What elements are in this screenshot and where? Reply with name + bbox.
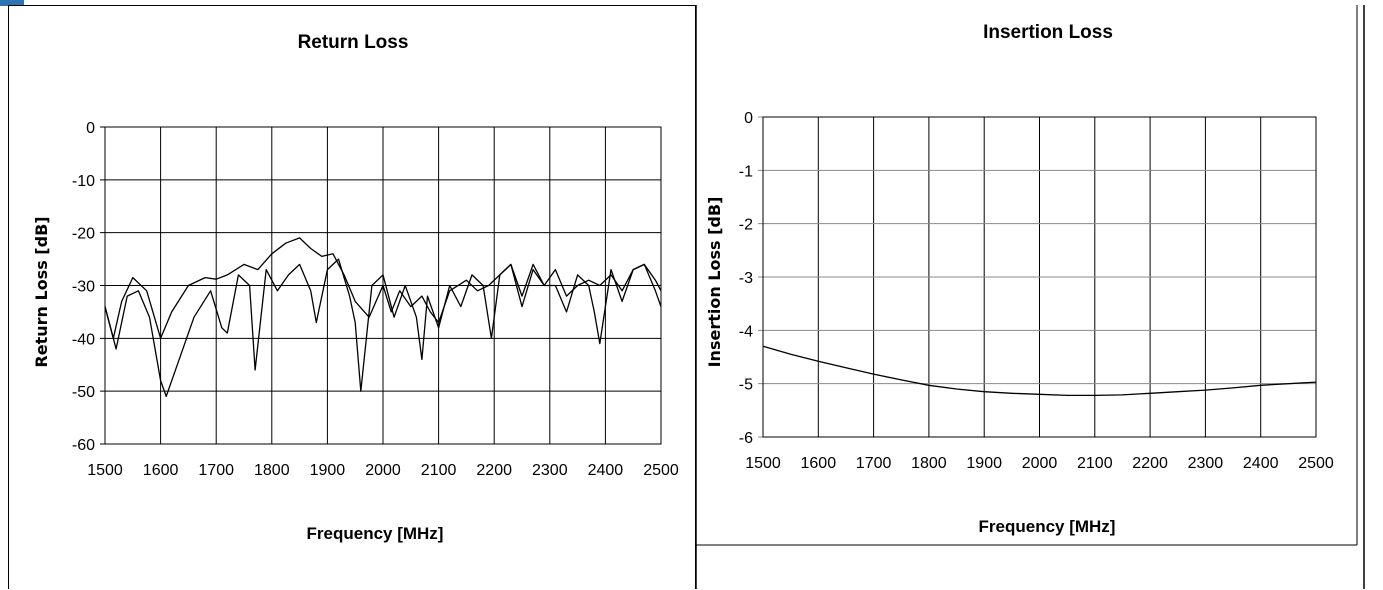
y-tick-label: -40 bbox=[72, 331, 95, 348]
y-tick-label: -20 bbox=[72, 226, 95, 243]
insertion-loss-chart: Insertion Loss Frequency [MHz] Insertion… bbox=[695, 5, 1379, 589]
x-tick-label: 2400 bbox=[1243, 455, 1279, 472]
x-tick-label: 1800 bbox=[911, 455, 947, 472]
series-line-1 bbox=[104, 237, 662, 339]
x-tick-label: 2100 bbox=[1077, 455, 1113, 472]
x-tick-label: 1900 bbox=[966, 455, 1002, 472]
chart-title: Return Loss bbox=[298, 32, 409, 53]
y-tick-label: -3 bbox=[739, 270, 753, 287]
x-tick-label: 1900 bbox=[310, 462, 346, 479]
x-tick-label: 2100 bbox=[421, 462, 457, 479]
y-axis-label: Return Loss [dB] bbox=[32, 216, 51, 367]
series-line-2 bbox=[104, 258, 662, 398]
plot-area bbox=[104, 126, 662, 445]
plot-area bbox=[762, 116, 1317, 438]
x-tick-label: 1600 bbox=[143, 462, 179, 479]
return-loss-plot: Return Loss Frequency [MHz] Return Loss … bbox=[32, 32, 679, 543]
insertion-loss-plot: Insertion Loss Frequency [MHz] Insertion… bbox=[695, 5, 1365, 589]
x-tick-label: 1500 bbox=[745, 455, 781, 472]
x-tick-label: 2400 bbox=[588, 462, 624, 479]
y-tick-label: -5 bbox=[739, 377, 753, 394]
y-tick-label: -1 bbox=[739, 163, 753, 180]
y-tick-label: -4 bbox=[739, 323, 753, 340]
heading-fragment bbox=[0, 0, 24, 6]
x-tick-label: 1600 bbox=[801, 455, 837, 472]
chart-title: Insertion Loss bbox=[983, 22, 1113, 43]
y-tick-label: -50 bbox=[72, 384, 95, 401]
x-tick-label: 2300 bbox=[1188, 455, 1224, 472]
y-tick-label: -2 bbox=[739, 217, 753, 234]
x-tick-label: 2300 bbox=[532, 462, 568, 479]
x-tick-label: 1800 bbox=[254, 462, 290, 479]
x-tick-label: 2200 bbox=[1132, 455, 1168, 472]
series-line-1 bbox=[762, 345, 1317, 397]
y-tick-label: -30 bbox=[72, 279, 95, 296]
x-tick-label: 1700 bbox=[856, 455, 892, 472]
x-tick-label: 2200 bbox=[476, 462, 512, 479]
x-tick-label: 1500 bbox=[87, 462, 123, 479]
y-tick-label: -6 bbox=[739, 430, 753, 447]
x-axis-label: Frequency [MHz] bbox=[979, 517, 1116, 536]
y-tick-label: 0 bbox=[744, 110, 753, 127]
y-axis-label: Insertion Loss [dB] bbox=[705, 197, 724, 368]
return-loss-chart: Return Loss Frequency [MHz] Return Loss … bbox=[8, 5, 696, 589]
x-tick-label: 2000 bbox=[365, 462, 401, 479]
x-tick-label: 2000 bbox=[1022, 455, 1058, 472]
x-axis-label: Frequency [MHz] bbox=[307, 524, 444, 543]
y-tick-label: -60 bbox=[72, 437, 95, 454]
x-tick-label: 1700 bbox=[198, 462, 234, 479]
x-tick-label: 2500 bbox=[643, 462, 679, 479]
y-tick-label: 0 bbox=[86, 120, 95, 137]
x-tick-label: 2500 bbox=[1298, 455, 1334, 472]
y-tick-label: -10 bbox=[72, 173, 95, 190]
